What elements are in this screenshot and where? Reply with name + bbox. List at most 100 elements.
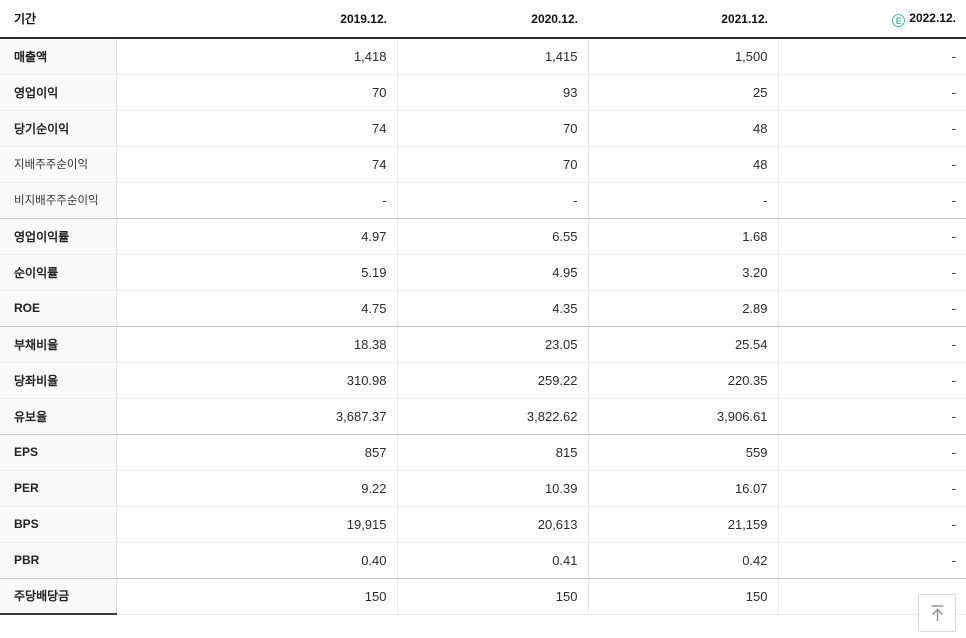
cell-value: 815: [397, 434, 589, 471]
table-header-row: 기간 2019.12. 2020.12. 2021.12. E 2022.12.: [0, 0, 966, 39]
table-row: 영업이익률 4.97 6.55 1.68-: [0, 218, 966, 255]
cell-value: 25.54: [588, 326, 779, 363]
row-label: 영업이익: [0, 74, 117, 111]
cell-value: 559: [588, 434, 779, 471]
row-label: ROE: [0, 290, 117, 327]
cell-value: -: [778, 398, 966, 435]
financial-summary-table: 기간 2019.12. 2020.12. 2021.12. E 2022.12. …: [0, 0, 966, 615]
table-row: 부채비율 18.38 23.05 25.54-: [0, 326, 966, 363]
cell-value: 150: [116, 578, 398, 615]
cell-value: 3.20: [588, 254, 779, 291]
cell-value: -: [778, 218, 966, 255]
cell-value: -: [778, 290, 966, 327]
cell-value: 0.40: [116, 542, 398, 579]
cell-value: 74: [116, 146, 398, 183]
cell-value: 25: [588, 74, 779, 111]
cell-value: -: [778, 470, 966, 507]
cell-value: 4.75: [116, 290, 398, 327]
table-row: 당좌비율 310.98 259.22 220.35-: [0, 362, 966, 399]
row-label: 지배주주순이익: [0, 146, 117, 183]
cell-value: 20,613: [397, 506, 589, 543]
cell-value: -: [116, 182, 398, 219]
cell-value: 4.95: [397, 254, 589, 291]
row-label: 주당배당금: [0, 578, 117, 615]
cell-value: -: [397, 182, 589, 219]
cell-value: 93: [397, 74, 589, 111]
table-row: 매출액 1,418 1,415 1,500-: [0, 38, 966, 75]
cell-value: 21,159: [588, 506, 779, 543]
row-label: 당좌비율: [0, 362, 117, 399]
cell-value: -: [778, 506, 966, 543]
cell-value: -: [588, 182, 779, 219]
cell-value: -: [778, 74, 966, 111]
cell-value: 857: [116, 434, 398, 471]
cell-value: 74: [116, 110, 398, 147]
year-column-header-2021: 2021.12.: [588, 0, 778, 39]
cell-value: -: [778, 38, 966, 75]
row-label: 비지배주주순이익: [0, 182, 117, 219]
cell-value: 0.42: [588, 542, 779, 579]
cell-value: -: [778, 326, 966, 363]
cell-value: 150: [397, 578, 589, 615]
row-label: 부채비율: [0, 326, 117, 363]
cell-value: 1,418: [116, 38, 398, 75]
cell-value: 48: [588, 110, 779, 147]
row-label: EPS: [0, 434, 117, 471]
row-label: 영업이익률: [0, 218, 117, 255]
table-row: 당기순이익 74 70 48-: [0, 110, 966, 147]
row-label: PBR: [0, 542, 117, 579]
table-row: 순이익률 5.19 4.95 3.20-: [0, 254, 966, 291]
cell-value: -: [778, 434, 966, 471]
table-row: 비지배주주순이익 - - - -: [0, 182, 966, 219]
arrow-up-to-top-icon: [931, 605, 943, 621]
cell-value: 1,415: [397, 38, 589, 75]
cell-value: 6.55: [397, 218, 589, 255]
cell-value: 1,500: [588, 38, 779, 75]
cell-value: 4.35: [397, 290, 589, 327]
cell-value: 23.05: [397, 326, 589, 363]
cell-value: 70: [397, 110, 589, 147]
row-label: 순이익률: [0, 254, 117, 291]
table-row: ROE 4.75 4.35 2.89-: [0, 290, 966, 327]
cell-value: 70: [397, 146, 589, 183]
row-label: 당기순이익: [0, 110, 117, 147]
row-label: 유보율: [0, 398, 117, 435]
year-column-header-2022-estimate: E 2022.12.: [778, 0, 966, 39]
cell-value: -: [778, 146, 966, 183]
cell-value: 3,906.61: [588, 398, 779, 435]
cell-value: -: [778, 362, 966, 399]
cell-value: 4.97: [116, 218, 398, 255]
year-column-header-2022-label: 2022.12.: [909, 10, 956, 25]
cell-value: 19,915: [116, 506, 398, 543]
cell-value: 16.07: [588, 470, 779, 507]
period-column-header: 기간: [0, 0, 116, 39]
table-row: EPS 857 815 559-: [0, 434, 966, 471]
cell-value: 70: [116, 74, 398, 111]
cell-value: -: [778, 542, 966, 579]
cell-value: -: [778, 254, 966, 291]
cell-value: 18.38: [116, 326, 398, 363]
cell-value: 150: [588, 578, 779, 615]
year-column-header-2019: 2019.12.: [116, 0, 397, 39]
cell-value: 0.41: [397, 542, 589, 579]
cell-value: 220.35: [588, 362, 779, 399]
table-row: 영업이익 70 93 25-: [0, 74, 966, 111]
cell-value: 5.19: [116, 254, 398, 291]
table-row: 유보율 3,687.37 3,822.62 3,906.61-: [0, 398, 966, 435]
estimate-badge-icon: E: [892, 13, 906, 27]
cell-value: 310.98: [116, 362, 398, 399]
cell-value: 1.68: [588, 218, 779, 255]
row-label: 매출액: [0, 38, 117, 75]
table-row: PER 9.22 10.39 16.07-: [0, 470, 966, 507]
cell-value: 10.39: [397, 470, 589, 507]
year-column-header-2020: 2020.12.: [397, 0, 588, 39]
cell-value: 259.22: [397, 362, 589, 399]
cell-value: 2.89: [588, 290, 779, 327]
row-label: PER: [0, 470, 117, 507]
row-label: BPS: [0, 506, 117, 543]
cell-value: 3,687.37: [116, 398, 398, 435]
cell-value: -: [778, 182, 966, 219]
cell-value: 3,822.62: [397, 398, 589, 435]
scroll-to-top-button[interactable]: [918, 594, 956, 632]
